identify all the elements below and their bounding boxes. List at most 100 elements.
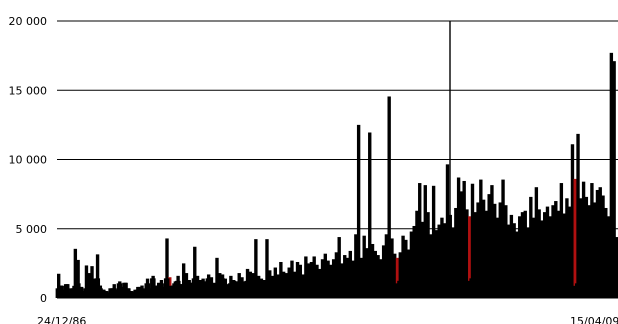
bar-base (186, 283, 192, 298)
bar-base (524, 278, 531, 298)
bar-base (538, 278, 545, 298)
bar (181, 263, 186, 299)
bar-base (394, 283, 400, 298)
bar-base (336, 285, 342, 298)
bar-base (275, 278, 281, 298)
bar-base (369, 280, 375, 298)
bar (470, 183, 475, 298)
bar (609, 52, 614, 298)
bar-base (255, 283, 262, 298)
bar-base (286, 280, 292, 298)
bar (326, 260, 330, 298)
bar (454, 207, 458, 298)
bar-base (427, 278, 434, 298)
bar-base (511, 278, 517, 298)
bar-base (580, 278, 587, 298)
bar (323, 253, 327, 298)
bar (379, 259, 383, 298)
bar-base (469, 278, 475, 298)
bar (434, 230, 439, 298)
bar (406, 249, 411, 298)
bar-base (122, 282, 128, 298)
bar-base (519, 283, 525, 298)
bar-base (413, 278, 420, 298)
bar-base (325, 283, 331, 298)
bar (215, 257, 219, 298)
bar-base (102, 291, 109, 298)
bars (55, 52, 618, 299)
bar-base (127, 291, 134, 298)
bar-base (377, 285, 384, 298)
bar-base (66, 292, 73, 298)
bar-base (288, 278, 295, 298)
bar-base (302, 278, 309, 298)
bar-base (477, 283, 484, 298)
bar (601, 195, 605, 298)
bar (456, 177, 461, 298)
bar (440, 217, 444, 298)
bar-base (327, 280, 334, 298)
bar-base (313, 280, 320, 298)
bar-base (436, 283, 442, 298)
bar-base (202, 281, 209, 298)
bar (506, 224, 511, 298)
bar-base (213, 283, 220, 298)
bar-base (233, 281, 239, 298)
bar (279, 261, 283, 298)
bar-base (144, 283, 151, 298)
bar (304, 256, 308, 298)
bar-base (177, 284, 184, 298)
bar (540, 220, 544, 298)
bar-base (374, 288, 381, 298)
bar (415, 210, 419, 298)
bar (395, 257, 400, 298)
bar-base (83, 288, 89, 298)
bar (95, 254, 100, 298)
bar (545, 206, 550, 298)
bar-base (486, 288, 492, 298)
bar-base (58, 285, 64, 298)
bar-base (416, 288, 423, 298)
bar-base (136, 286, 142, 298)
bar-base (238, 285, 245, 298)
bar (387, 96, 391, 298)
bar-base (330, 278, 337, 298)
bar (165, 238, 169, 298)
bar (429, 234, 433, 298)
bar (368, 132, 372, 298)
bar (373, 250, 377, 298)
bar-base (358, 278, 364, 298)
bar (565, 198, 569, 298)
bar-base (505, 283, 512, 298)
bar-base (402, 288, 409, 298)
bar (370, 243, 375, 298)
bar-base (266, 285, 273, 298)
bar-base (75, 283, 81, 298)
bar-base (269, 283, 276, 298)
bar (518, 216, 522, 298)
bar (354, 234, 358, 298)
bar (590, 183, 594, 298)
bar (340, 263, 344, 299)
bar-base (227, 283, 234, 298)
bar-base (108, 288, 114, 298)
bar-base (513, 288, 520, 298)
bar (570, 144, 575, 298)
bar-base (252, 285, 259, 298)
bar (359, 257, 364, 298)
bar (351, 260, 355, 298)
bar-base (386, 278, 392, 298)
bar (559, 183, 564, 298)
bar-base (219, 278, 226, 298)
bar (306, 263, 311, 299)
bar-base (305, 288, 312, 298)
bar-base (277, 288, 284, 298)
bar-base (163, 278, 170, 298)
bar (404, 239, 408, 298)
bar-base (527, 288, 534, 298)
bar (476, 202, 480, 298)
bar-base (605, 280, 612, 298)
bar-base (191, 278, 198, 298)
bar-base (319, 288, 325, 298)
bar (501, 179, 505, 298)
